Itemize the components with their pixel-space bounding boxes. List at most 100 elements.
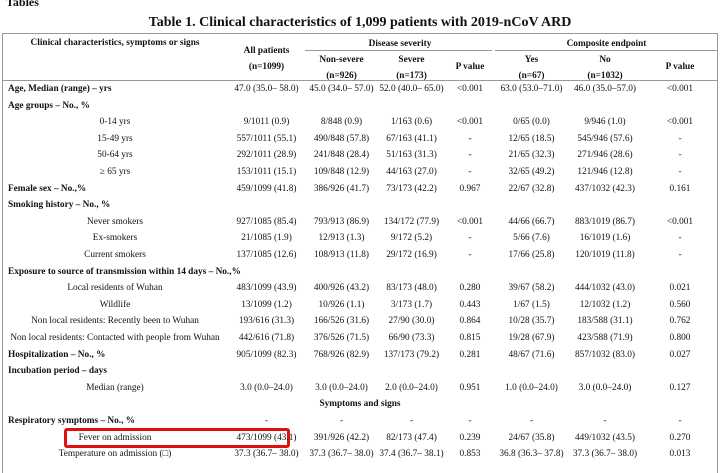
cell: 400/926 (43.2) xyxy=(313,283,370,294)
row-label: 50-64 yrs xyxy=(97,150,133,161)
table-title: Table 1. Clinical characteristics of 1,0… xyxy=(148,15,572,30)
cell: 37.4 (36.7– 38.1) xyxy=(379,449,444,460)
cell: 437/1032 (42.3) xyxy=(575,183,635,194)
cell: 21/1085 (1.9) xyxy=(241,233,292,244)
rule xyxy=(717,33,718,473)
cell: 0/65 (0.0) xyxy=(513,117,550,128)
cell: - xyxy=(678,150,682,161)
cell: 0.021 xyxy=(669,283,691,294)
cell: 10/926 (1.1) xyxy=(318,299,365,310)
cell: 0.270 xyxy=(669,432,691,443)
row-label: Temperature on admission (□) xyxy=(58,449,172,460)
cell: 271/946 (28.6) xyxy=(577,150,633,161)
cell: 193/616 (31.3) xyxy=(238,316,295,327)
column-header: (n=1099) xyxy=(248,62,285,72)
cell: - xyxy=(468,416,472,426)
cell: 545/946 (57.6) xyxy=(577,133,633,144)
cell: 768/926 (82.9) xyxy=(313,349,370,360)
cell: 0.127 xyxy=(669,382,691,393)
cell: 905/1099 (82.3) xyxy=(236,349,297,360)
cell: 423/588 (71.9) xyxy=(577,333,633,343)
row-label: Local residents of Wuhan xyxy=(67,283,163,294)
cell: 0.013 xyxy=(669,449,691,460)
cell: 0.239 xyxy=(459,432,481,443)
row-label: Incubation period – days xyxy=(8,366,107,377)
cell: 39/67 (58.2) xyxy=(508,283,555,294)
cell: <0.001 xyxy=(456,117,484,128)
column-header: Severe xyxy=(398,55,425,65)
cell: <0.001 xyxy=(456,216,484,227)
rule xyxy=(2,33,3,473)
cell: 12/1032 (1.2) xyxy=(579,299,631,310)
cell: 483/1099 (43.9) xyxy=(236,283,297,294)
cell: 0.967 xyxy=(459,183,481,194)
cell: 10/28 (35.7) xyxy=(508,316,555,327)
group-header: Composite endpoint xyxy=(566,39,647,49)
cell: 21/65 (32.3) xyxy=(508,150,555,161)
column-header: P value xyxy=(665,62,695,72)
row-label: Age groups – No., % xyxy=(8,100,90,111)
cell: 73/173 (42.2) xyxy=(386,183,437,194)
cell: 82/173 (47.4) xyxy=(386,432,437,443)
row-label: 0-14 yrs xyxy=(99,117,131,128)
cell: 83/173 (48.0) xyxy=(386,283,437,294)
row-label: Smoking history – No., % xyxy=(8,200,111,211)
cell: 0.951 xyxy=(459,382,481,393)
cell: 137/173 (79.2) xyxy=(383,349,440,360)
rule xyxy=(305,50,492,51)
cell: - xyxy=(678,133,682,144)
cell: 24/67 (35.8) xyxy=(508,432,555,443)
cell: 557/1011 (55.1) xyxy=(236,133,297,144)
cell: - xyxy=(468,233,472,244)
row-label: Wildlife xyxy=(99,299,131,310)
caption: Tables xyxy=(6,0,39,9)
column-header: All patients xyxy=(243,46,290,56)
cell: 386/926 (41.7) xyxy=(313,183,370,194)
cell: - xyxy=(264,416,269,426)
cell: - xyxy=(529,416,534,426)
cell: 3.0 (0.0–24.0) xyxy=(315,382,368,393)
cell: - xyxy=(678,250,682,260)
column-header: No xyxy=(599,55,611,65)
cell: 0.815 xyxy=(459,333,481,343)
cell: 857/1032 (83.0) xyxy=(575,349,635,360)
cell: 442/616 (71.8) xyxy=(238,333,295,343)
cell: 473/1099 (43.1) xyxy=(236,432,297,443)
cell: 120/1019 (11.8) xyxy=(575,250,635,260)
cell: 134/172 (77.9) xyxy=(383,216,440,227)
cell: 48/67 (71.6) xyxy=(508,349,555,360)
cell: 8/848 (0.9) xyxy=(320,117,363,128)
cell: 27/90 (30.0) xyxy=(388,316,435,327)
row-label: Respiratory symptoms – No., % xyxy=(8,416,136,426)
row-label: 15-49 yrs xyxy=(97,133,133,144)
cell: 1/67 (1.5) xyxy=(513,299,550,310)
row-label: Non local residents: Contacted with peop… xyxy=(10,333,220,343)
cell: - xyxy=(678,416,682,426)
cell: 66/90 (73.3) xyxy=(388,333,435,343)
cell: 12/65 (18.5) xyxy=(508,133,555,144)
cell: <0.001 xyxy=(456,84,484,94)
cell: - xyxy=(409,416,414,426)
rule xyxy=(2,33,718,34)
cell: 183/588 (31.1) xyxy=(577,316,633,327)
row-label: Non local residents: Recently been to Wu… xyxy=(31,316,199,327)
highlight-box xyxy=(64,428,290,448)
cell: 376/526 (71.5) xyxy=(313,333,370,343)
cell: 29/172 (16.9) xyxy=(386,250,437,260)
cell: 109/848 (12.9) xyxy=(313,167,370,177)
cell: 45.0 (34.0– 57.0) xyxy=(309,84,374,94)
cell: 19/28 (67.9) xyxy=(508,333,555,343)
cell: 3.0 (0.0–24.0) xyxy=(240,382,293,393)
cell: 32/65 (49.2) xyxy=(508,167,555,177)
cell: 0.281 xyxy=(459,349,481,360)
column-header: (n=67) xyxy=(518,71,545,81)
cell: 9/946 (1.0) xyxy=(584,117,626,128)
row-label: Never smokers xyxy=(86,216,144,227)
cell: 121/946 (12.8) xyxy=(577,167,633,177)
cell: 0.864 xyxy=(459,316,481,327)
cell: 5/66 (7.6) xyxy=(513,233,550,244)
cell: 0.280 xyxy=(459,283,481,294)
cell: 37.3 (36.7– 38.0) xyxy=(309,449,374,460)
cell: 3/173 (1.7) xyxy=(390,299,433,310)
cell: - xyxy=(603,416,607,426)
